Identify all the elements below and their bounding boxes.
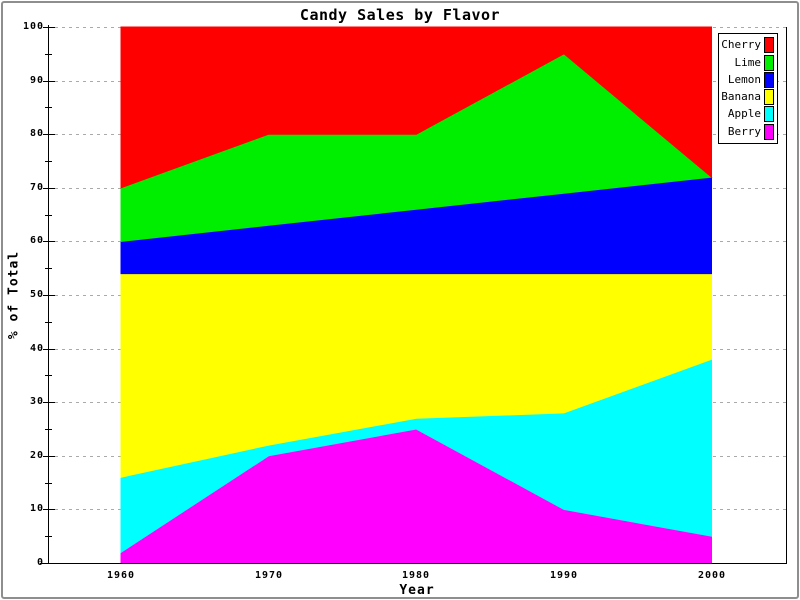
legend-label: Banana: [721, 90, 761, 104]
area-cherry: [120, 26, 712, 189]
legend-label: Berry: [727, 124, 761, 138]
y-tick-label: 30: [29, 396, 44, 407]
y-tick-major: [43, 241, 55, 242]
y-tick-major: [43, 349, 55, 350]
y-tick-label: 60: [29, 235, 44, 246]
x-tick-label: 1960: [106, 570, 136, 581]
y-tick-label: 50: [29, 289, 44, 300]
legend-swatch: [764, 106, 774, 123]
x-tick-label: 1980: [401, 570, 431, 581]
y-axis-line: [48, 25, 49, 563]
chart-title: Candy Sales by Flavor: [299, 6, 501, 24]
legend-item-apple: Apple: [719, 106, 774, 123]
x-axis-title: Year: [399, 583, 435, 598]
legend-swatch: [764, 71, 774, 88]
y-tick-major: [43, 134, 55, 135]
y-tick-major: [43, 27, 55, 28]
y-tick-major: [43, 295, 55, 296]
legend-swatch: [764, 54, 774, 71]
y-axis-title: % of Total: [6, 250, 22, 340]
legend-label: Lime: [734, 55, 762, 69]
y-tick-label: 90: [29, 75, 44, 86]
legend-swatch: [764, 37, 774, 54]
y-tick-label: 20: [29, 450, 44, 461]
y-tick-major: [43, 402, 55, 403]
legend-item-berry: Berry: [719, 123, 774, 140]
y-tick-label: 40: [29, 343, 44, 354]
x-tick-label: 2000: [697, 570, 727, 581]
y-tick-label: 0: [36, 557, 44, 568]
y-tick-major: [43, 509, 55, 510]
y-tick-major: [43, 456, 55, 457]
legend-item-lemon: Lemon: [719, 71, 774, 88]
y-tick-label: 10: [29, 503, 44, 514]
legend-swatch: [764, 123, 774, 140]
y-tick-major: [43, 81, 55, 82]
y-tick-label: 70: [29, 182, 44, 193]
legend-item-banana: Banana: [719, 89, 774, 106]
legend: Cherry Lime Lemon Banana Apple Berry: [718, 33, 778, 144]
y-tick-major: [43, 188, 55, 189]
legend-swatch: [764, 89, 774, 106]
right-axis-line: [786, 27, 787, 564]
y-tick-label: 80: [29, 128, 44, 139]
x-tick-label: 1970: [254, 570, 284, 581]
legend-label: Apple: [727, 107, 761, 121]
legend-item-cherry: Cherry: [719, 37, 774, 54]
x-axis-line: [40, 563, 787, 564]
legend-label: Lemon: [727, 72, 761, 86]
x-tick-label: 1990: [549, 570, 579, 581]
y-tick-label: 100: [22, 21, 44, 32]
legend-label: Cherry: [721, 38, 761, 52]
legend-item-lime: Lime: [719, 54, 774, 71]
